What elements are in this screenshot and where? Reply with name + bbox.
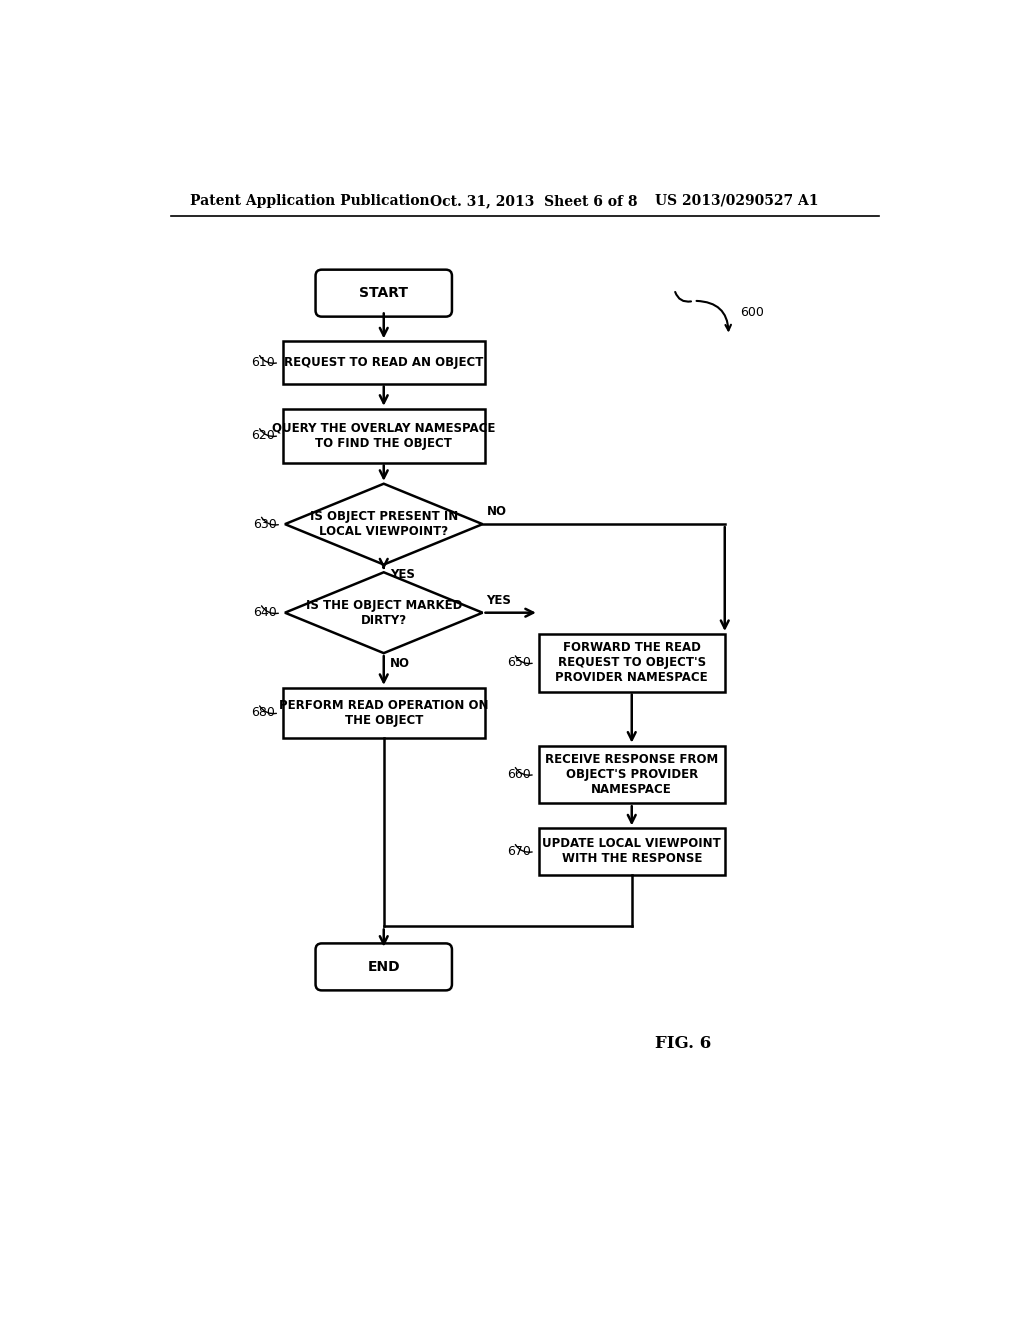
Text: 650: 650 — [507, 656, 531, 669]
Text: Patent Application Publication: Patent Application Publication — [190, 194, 430, 207]
Text: Oct. 31, 2013  Sheet 6 of 8: Oct. 31, 2013 Sheet 6 of 8 — [430, 194, 638, 207]
Text: 670: 670 — [507, 845, 531, 858]
Text: REQUEST TO READ AN OBJECT: REQUEST TO READ AN OBJECT — [284, 356, 483, 370]
Text: IS THE OBJECT MARKED
DIRTY?: IS THE OBJECT MARKED DIRTY? — [305, 599, 462, 627]
Bar — [283, 342, 484, 384]
Text: END: END — [368, 960, 400, 974]
Text: RECEIVE RESPONSE FROM
OBJECT'S PROVIDER
NAMESPACE: RECEIVE RESPONSE FROM OBJECT'S PROVIDER … — [545, 752, 719, 796]
Text: 610: 610 — [252, 356, 275, 370]
Text: NO: NO — [486, 506, 507, 517]
Bar — [283, 688, 484, 738]
FancyBboxPatch shape — [315, 944, 452, 990]
Text: 620: 620 — [252, 429, 275, 442]
Bar — [539, 829, 725, 874]
Text: 630: 630 — [253, 517, 278, 531]
Text: 640: 640 — [253, 606, 278, 619]
Text: YES: YES — [486, 594, 511, 607]
Polygon shape — [285, 483, 482, 565]
Text: IS OBJECT PRESENT IN
LOCAL VIEWPOINT?: IS OBJECT PRESENT IN LOCAL VIEWPOINT? — [309, 510, 458, 539]
Text: FIG. 6: FIG. 6 — [655, 1035, 712, 1052]
Bar — [539, 746, 725, 804]
Text: 680: 680 — [251, 706, 275, 719]
Text: UPDATE LOCAL VIEWPOINT
WITH THE RESPONSE: UPDATE LOCAL VIEWPOINT WITH THE RESPONSE — [543, 837, 721, 866]
Bar — [539, 634, 725, 692]
Text: 660: 660 — [507, 768, 531, 781]
Polygon shape — [285, 573, 482, 653]
Text: US 2013/0290527 A1: US 2013/0290527 A1 — [655, 194, 818, 207]
Text: START: START — [359, 286, 409, 300]
Text: YES: YES — [390, 569, 415, 581]
Text: FORWARD THE READ
REQUEST TO OBJECT'S
PROVIDER NAMESPACE: FORWARD THE READ REQUEST TO OBJECT'S PRO… — [555, 642, 708, 684]
Text: NO: NO — [390, 657, 410, 671]
Bar — [283, 409, 484, 462]
Text: PERFORM READ OPERATION ON
THE OBJECT: PERFORM READ OPERATION ON THE OBJECT — [279, 698, 488, 727]
FancyBboxPatch shape — [315, 269, 452, 317]
Text: QUERY THE OVERLAY NAMESPACE
TO FIND THE OBJECT: QUERY THE OVERLAY NAMESPACE TO FIND THE … — [272, 421, 496, 450]
Text: 600: 600 — [740, 306, 764, 319]
